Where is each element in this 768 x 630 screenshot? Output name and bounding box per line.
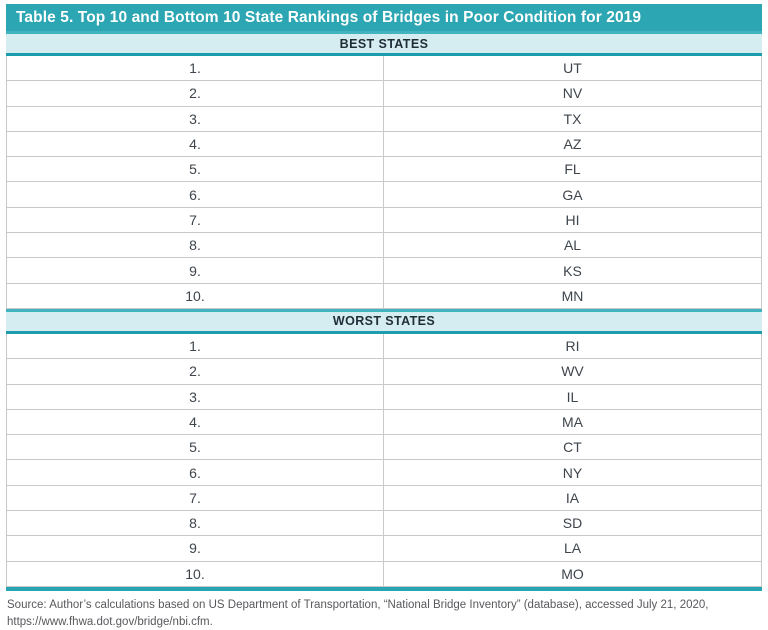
table-row: 9. KS bbox=[6, 258, 762, 284]
rank-cell: 5. bbox=[7, 435, 384, 460]
section-header-worst-states: WORST STATES bbox=[6, 308, 762, 334]
rank-cell: 4. bbox=[7, 131, 384, 157]
table-row: 7. HI bbox=[6, 207, 762, 234]
state-cell: WV bbox=[561, 363, 584, 380]
rank-cell: 8. bbox=[7, 511, 384, 536]
source-note: Source: Author’s calculations based on U… bbox=[7, 597, 760, 630]
table-title: Table 5. Top 10 and Bottom 10 State Rank… bbox=[6, 4, 762, 31]
state-cell: MA bbox=[562, 414, 583, 430]
table-row: 1. UT bbox=[6, 56, 762, 82]
table-row: 3. TX bbox=[6, 106, 762, 132]
state-cell: AZ bbox=[563, 136, 582, 153]
state-cell: NV bbox=[562, 85, 583, 102]
table-row: 4. MA bbox=[6, 409, 762, 436]
table-row: 6. NY bbox=[6, 460, 762, 486]
section-header-best-states: BEST STATES bbox=[6, 31, 762, 56]
table-row: 9. LA bbox=[6, 536, 762, 562]
rank-cell: 3. bbox=[7, 384, 384, 409]
table-row: 7. IA bbox=[6, 485, 762, 512]
rank-cell: 2. bbox=[7, 359, 384, 384]
rank-cell: 1. bbox=[7, 56, 384, 81]
rank-cell: 4. bbox=[7, 409, 384, 435]
rank-cell: 10. bbox=[7, 561, 384, 586]
state-cell: LA bbox=[563, 540, 582, 557]
rank-cell: 2. bbox=[7, 81, 384, 106]
best-states-rows: 1. UT 2. NV 3. TX 4. AZ 5. FL 6. GA 7. HI 8. AL 9. KS 10. M… bbox=[6, 56, 762, 309]
state-cell: UT bbox=[563, 60, 582, 77]
table-bottom-border bbox=[6, 586, 762, 591]
worst-states-rows: 1. RI 2. WV 3. IL 4. MA 5. CT 6. NY 7. IA 8. SD 9. LA 10. M… bbox=[6, 333, 762, 587]
rank-cell: 9. bbox=[7, 536, 384, 561]
table-row: 10. MO bbox=[6, 561, 762, 587]
table-row: 5. CT bbox=[6, 435, 762, 461]
table-row: 3. IL bbox=[6, 384, 762, 410]
state-cell: MO bbox=[561, 565, 584, 582]
rank-cell: 1. bbox=[7, 333, 384, 359]
state-cell: FL bbox=[564, 161, 581, 178]
rank-cell: 7. bbox=[7, 485, 384, 511]
state-cell: AL bbox=[563, 237, 582, 254]
state-cell: TX bbox=[563, 110, 582, 127]
rank-cell: 6. bbox=[7, 460, 384, 485]
table-row: 2. NV bbox=[6, 81, 762, 107]
state-cell: GA bbox=[562, 186, 583, 203]
source-note-line-1: Source: Author’s calculations based on U… bbox=[7, 598, 709, 611]
table-row: 4. AZ bbox=[6, 131, 762, 158]
table-row: 10. MN bbox=[6, 283, 762, 309]
table-row: 5. FL bbox=[6, 157, 762, 183]
rank-cell: 9. bbox=[7, 258, 384, 283]
state-cell: IA bbox=[565, 489, 580, 506]
table-row: 8. AL bbox=[6, 233, 762, 259]
state-cell: IL bbox=[566, 388, 579, 405]
state-cell: CT bbox=[563, 439, 582, 456]
table-row: 6. GA bbox=[6, 182, 762, 208]
state-cell: MN bbox=[561, 287, 584, 304]
table-row: 1. RI bbox=[6, 333, 762, 360]
state-rankings-table: Table 5. Top 10 and Bottom 10 State Rank… bbox=[6, 4, 762, 591]
rank-cell: 10. bbox=[7, 283, 384, 308]
state-cell: SD bbox=[562, 515, 583, 532]
rank-cell: 7. bbox=[7, 207, 384, 233]
state-cell: HI bbox=[565, 211, 580, 228]
rank-cell: 6. bbox=[7, 182, 384, 207]
source-note-line-2: https://www.fhwa.dot.gov/bridge/nbi.cfm. bbox=[7, 615, 213, 628]
table-row: 8. SD bbox=[6, 511, 762, 537]
state-cell: KS bbox=[563, 262, 582, 279]
rank-cell: 3. bbox=[7, 106, 384, 131]
state-cell: NY bbox=[562, 464, 583, 481]
state-cell: RI bbox=[565, 338, 580, 355]
rank-cell: 8. bbox=[7, 233, 384, 258]
rank-cell: 5. bbox=[7, 157, 384, 182]
table-row: 2. WV bbox=[6, 359, 762, 385]
